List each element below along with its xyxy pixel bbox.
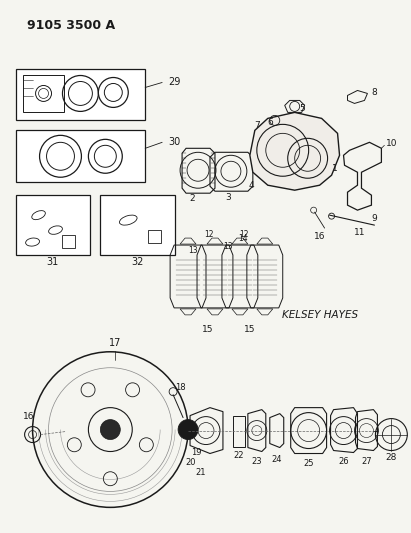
Text: 28: 28 [386, 453, 397, 462]
Text: 12: 12 [239, 230, 249, 239]
Text: 27: 27 [361, 457, 372, 466]
Polygon shape [62, 235, 76, 248]
Text: 1: 1 [332, 164, 337, 173]
Text: 18: 18 [175, 383, 185, 392]
Text: 9: 9 [372, 214, 377, 223]
Text: 9105 3500 A: 9105 3500 A [27, 19, 115, 31]
Text: 32: 32 [131, 257, 143, 267]
Text: 19: 19 [191, 448, 201, 457]
Text: 29: 29 [168, 77, 180, 87]
Ellipse shape [100, 419, 120, 440]
Text: 13: 13 [188, 246, 198, 255]
Text: 7: 7 [254, 121, 260, 130]
Ellipse shape [178, 419, 198, 440]
Text: 26: 26 [338, 457, 349, 466]
Text: 16: 16 [314, 231, 326, 240]
Polygon shape [16, 195, 90, 255]
FancyBboxPatch shape [23, 75, 65, 112]
Text: 16: 16 [23, 412, 35, 421]
Text: 12: 12 [204, 230, 214, 239]
Text: 2: 2 [189, 193, 195, 203]
Text: 11: 11 [354, 228, 365, 237]
Text: 24: 24 [272, 455, 282, 464]
Text: 31: 31 [46, 257, 59, 267]
Polygon shape [250, 112, 339, 190]
Text: 13: 13 [223, 241, 233, 251]
Text: 4: 4 [249, 181, 255, 190]
Polygon shape [16, 131, 145, 182]
Text: 20: 20 [186, 458, 196, 467]
Text: KELSEY HAYES: KELSEY HAYES [282, 310, 358, 320]
Text: 17: 17 [109, 338, 122, 348]
Text: 15: 15 [202, 325, 214, 334]
Text: 15: 15 [244, 325, 256, 334]
Text: 3: 3 [225, 193, 231, 201]
Text: 30: 30 [168, 138, 180, 147]
Text: 14: 14 [238, 233, 248, 243]
Polygon shape [148, 230, 161, 243]
Text: 21: 21 [196, 468, 206, 477]
Text: 10: 10 [386, 139, 398, 148]
Text: 23: 23 [252, 457, 262, 466]
Polygon shape [16, 69, 145, 120]
Polygon shape [100, 195, 175, 255]
Text: 6: 6 [267, 118, 272, 127]
Text: 25: 25 [303, 459, 314, 468]
Text: 8: 8 [372, 88, 377, 97]
Text: 5: 5 [299, 104, 305, 113]
Text: 22: 22 [233, 451, 244, 460]
